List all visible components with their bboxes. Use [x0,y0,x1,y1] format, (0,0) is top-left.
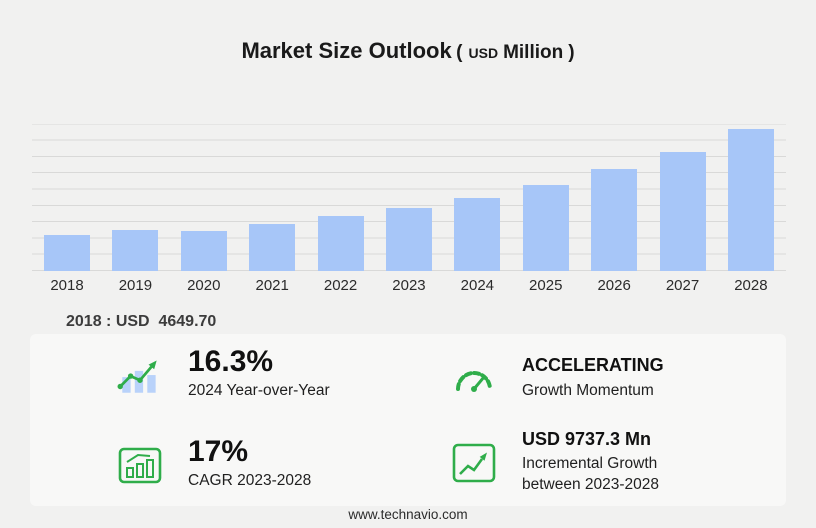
title-paren-open: ( [456,42,463,63]
x-tick-2028: 2028 [734,277,768,294]
bar-2021 [249,224,296,271]
bar-2024 [454,197,501,271]
stat-card-momentum: ACCELERATING Growth Momentum [448,352,664,404]
market-size-bar-chart [32,124,786,271]
title-currency: USD [468,45,499,61]
x-tick-2019: 2019 [118,277,153,294]
page-title: Market Size Outlook ( USD Million) [0,38,816,64]
stat-label-momentum: Growth Momentum [522,381,654,399]
title-paren-close: ) [568,42,575,63]
x-tick-2025: 2025 [529,277,563,294]
x-tick-2020: 2020 [187,277,221,294]
bar-2025 [522,185,569,271]
x-tick-2022: 2022 [323,277,358,294]
x-tick-2021: 2021 [255,277,289,294]
speedometer-icon [448,352,500,404]
stat-label-incremental: Incremental Growth between 2023-2028 [522,455,660,494]
x-tick-2018: 2018 [50,277,84,294]
base-year-note: 2018 : USD 4649.70 [66,313,217,330]
stat-value-incremental: USD 9737.3 Mn [522,429,652,449]
bar-2028 [727,129,774,271]
bar-2019 [112,230,159,271]
bar-2018 [44,235,90,271]
bar-2022 [317,216,364,271]
bar-2020 [180,231,227,271]
incremental-growth-icon [448,436,500,488]
x-axis-labels: 2018 2019 2020 2021 2022 2023 2024 2025 2026 2027… [32,277,786,294]
bar-2026 [591,169,638,271]
stat-card-cagr: 17% CAGR 2023-2028 [114,436,311,491]
stat-value-yoy: 16.3% [188,345,274,378]
stat-card-incremental: USD 9737.3 Mn Incremental Growth between… [448,428,702,496]
x-tick-2024: 2024 [460,277,495,294]
stats-panel [30,334,786,506]
stat-label-cagr: CAGR 2023-2028 [188,471,312,489]
x-tick-2023: 2023 [392,277,426,294]
x-tick-2026: 2026 [597,277,631,294]
stat-card-yoy: 16.3% 2024 Year-over-Year [114,346,330,401]
chart-title: Market Size Outlook [241,38,452,63]
stat-value-momentum: ACCELERATING [522,355,664,376]
bar-2027 [659,152,706,271]
bar-growth-icon [114,348,166,400]
title-unit: Million [503,42,564,63]
technavio-url: www.technavio.com [348,507,468,522]
bar-2023 [385,207,432,271]
x-tick-2027: 2027 [665,277,700,294]
stat-value-cagr: 17% [188,435,249,468]
stat-label-yoy: 2024 Year-over-Year [188,381,330,399]
cagr-chart-icon [114,438,166,490]
